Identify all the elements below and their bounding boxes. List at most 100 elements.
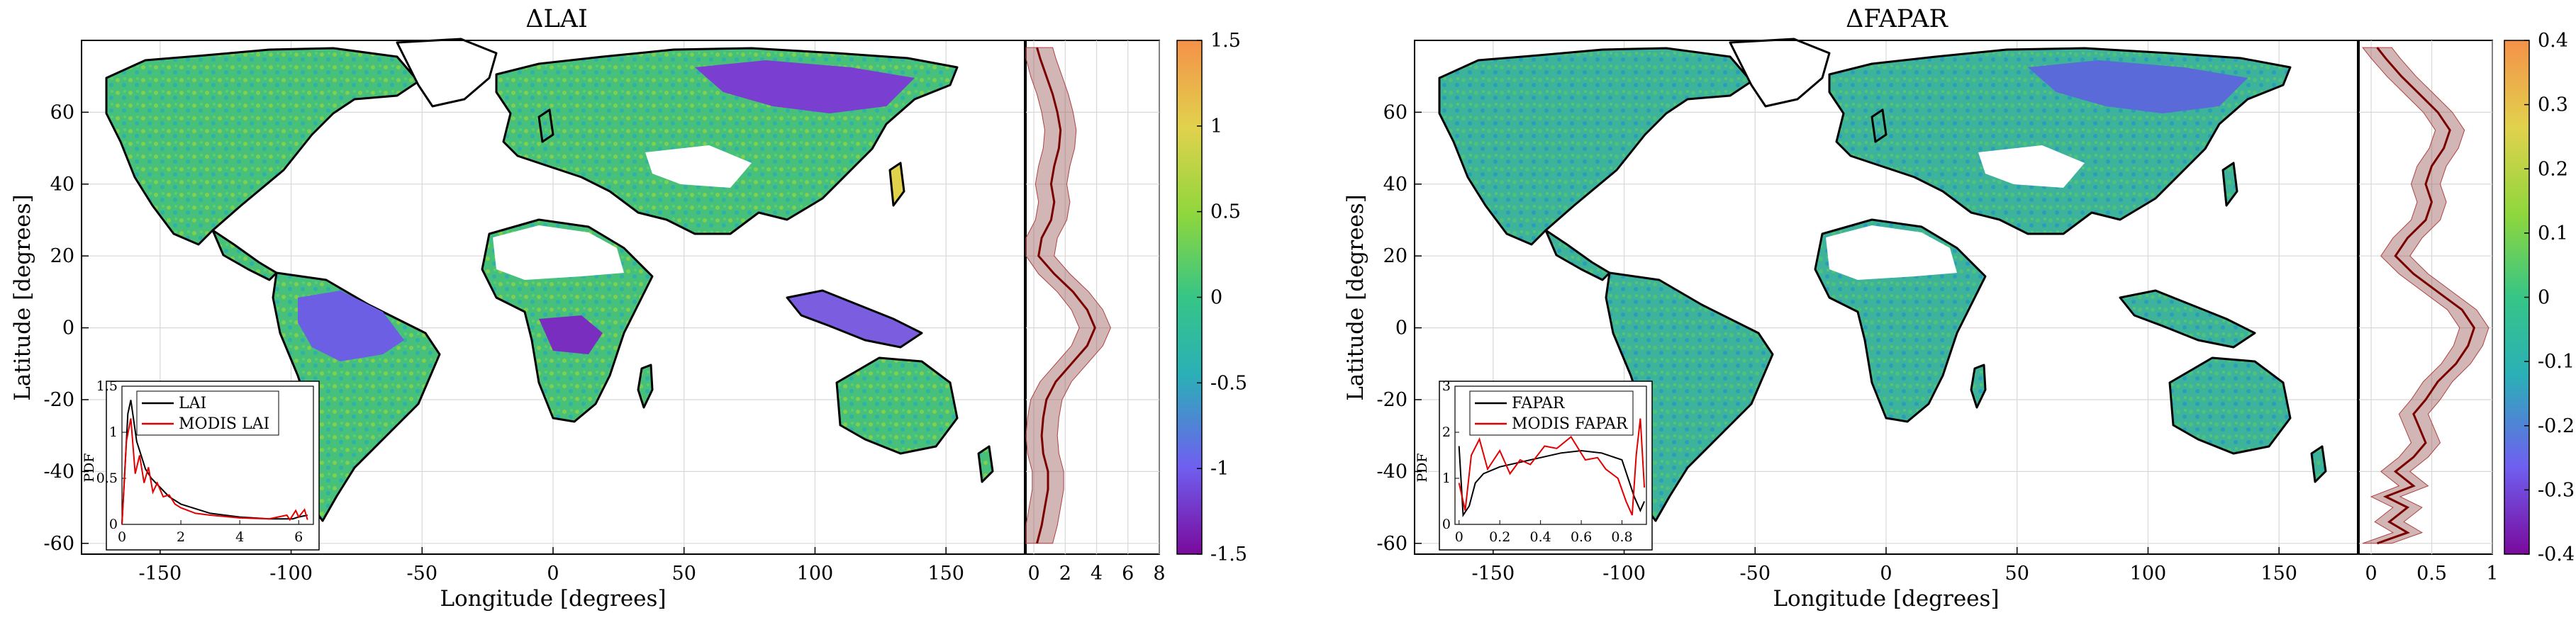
inset-x-tick-label: 2 [177, 529, 185, 545]
inset-y-tick-label: 0 [1442, 517, 1451, 532]
y-tick-label: 40 [1383, 174, 1407, 196]
y-tick-label: 40 [50, 174, 74, 196]
y-tick-label: 60 [50, 101, 74, 123]
colorbar-tick-label: -0.5 [1210, 372, 1247, 394]
colorbar-tick-label: -0.1 [2538, 351, 2575, 373]
fapar-land-layer [1438, 38, 2327, 522]
fapar-profile-frame [2358, 40, 2493, 555]
x-tick-label: -150 [1471, 563, 1515, 585]
lai-colorbar-ticks: -1.5 -1 -0.5 0 0.5 1 1.5 [1197, 30, 1247, 565]
x-tick-label: 0 [547, 563, 559, 585]
fapar-colorbar: -0.4 -0.3 -0.2 -0.1 0 0.1 0.2 0.3 0.4 [2504, 30, 2575, 565]
profile-tick-label: 4 [1091, 563, 1103, 585]
lai-profile-spread-band [1025, 47, 1111, 544]
fapar-land-japan [2221, 162, 2238, 207]
fapar-inset-pdf: 0 0.2 0.4 0.6 0.8 0 1 2 3 FAPAR MODIS FAPAR PDF [1415, 378, 1653, 551]
fapar-profile-grid [2359, 40, 2493, 554]
x-tick-label: -150 [138, 563, 182, 585]
fapar-land-sahara-gap [1826, 225, 1957, 280]
lai-land-siberia-decrease [695, 60, 915, 113]
inset-y-tick-label: 1.5 [96, 378, 118, 394]
fapar-land-australia [2168, 356, 2292, 455]
x-tick-label: 100 [797, 563, 834, 585]
inset-x-tick-label: 6 [294, 529, 303, 545]
fapar-land-south-america [1605, 271, 1774, 522]
fapar-inset-legend: FAPAR MODIS FAPAR [1469, 390, 1634, 436]
colorbar-tick-label: 0.3 [2538, 94, 2568, 116]
colorbar-tick-label: -0.4 [2538, 544, 2575, 565]
colorbar-tick-label: 1.5 [1210, 30, 1241, 52]
lai-land-greenland [396, 38, 498, 108]
y-tick-label: 0 [1395, 317, 1407, 339]
fapar-x-ticks: -150 -100 -50 0 50 100 150 [1471, 547, 2297, 585]
lai-inset-legend: LAI MODIS LAI [136, 390, 279, 436]
colorbar-tick-label: 1 [1210, 116, 1222, 137]
inset-series-line [1458, 418, 1646, 516]
lai-legend-label-lai: LAI [179, 395, 206, 412]
lai-land-sahara-gap [493, 225, 624, 280]
y-tick-label: -20 [1377, 389, 1407, 411]
profile-tick-label: 8 [1153, 563, 1165, 585]
lai-y-axis-label: Latitude [degrees] [10, 194, 35, 401]
fapar-legend-label-modis: MODIS FAPAR [1512, 415, 1629, 433]
colorbar-tick-label: -0.2 [2538, 415, 2575, 437]
profile-tick-label: 0 [2365, 563, 2377, 585]
lai-x-axis-label: Longitude [degrees] [440, 586, 666, 612]
colorbar-tick-label: -1.5 [1210, 544, 1247, 565]
x-tick-label: 150 [927, 563, 964, 585]
lai-profile-grid [1026, 40, 1160, 554]
colorbar-tick-label: 0 [2538, 287, 2550, 309]
lai-land-central-america [211, 229, 278, 281]
inset-x-tick-label: 0.2 [1489, 529, 1510, 545]
fapar-inset-series [1458, 418, 1646, 518]
colorbar-tick-label: -0.3 [2538, 479, 2575, 501]
fapar-legend-label-fapar: FAPAR [1512, 395, 1566, 412]
x-tick-label: 50 [2005, 563, 2029, 585]
inset-y-tick-label: 3 [1442, 378, 1451, 394]
lai-y-ticks: -60 -40 -20 0 20 40 60 [44, 101, 89, 555]
inset-axes-box [121, 385, 314, 525]
fapar-title: ΔFAPAR [1846, 5, 1948, 33]
y-tick-label: -40 [44, 461, 74, 483]
lai-inset-axes: 0 2 4 6 0 0.5 1 1.5 [96, 378, 314, 545]
lai-x-ticks: -150 -100 -50 0 50 100 150 [138, 547, 964, 585]
fapar-y-axis-label: Latitude [degrees] [1343, 194, 1368, 401]
profile-tick-label: 0 [1027, 563, 1039, 585]
lai-land-australia [835, 356, 959, 455]
x-tick-label: 150 [2260, 563, 2297, 585]
inset-y-tick-label: 1 [1442, 471, 1451, 486]
inset-axes-box [1454, 385, 1647, 525]
profile-tick-label: 6 [1122, 563, 1134, 585]
lai-land-congo-decrease [539, 315, 603, 354]
x-tick-label: 100 [2130, 563, 2167, 585]
colorbar-tick-label: 0.1 [2538, 223, 2568, 244]
profile-tick-label: 0.5 [2416, 563, 2447, 585]
fapar-profile-mean-line [2376, 47, 2476, 545]
lai-land-uk [537, 108, 554, 143]
fapar-land-greenland [1729, 38, 1831, 108]
lai-land-desert-gap [645, 145, 752, 188]
lai-land-madagascar [637, 364, 654, 409]
lai-land-japan [888, 162, 905, 207]
inset-y-tick-label: 0.5 [96, 471, 118, 486]
fapar-land-uk [1870, 108, 1888, 143]
lai-land-new-zealand [977, 445, 994, 483]
x-tick-label: 0 [1880, 563, 1892, 585]
inset-x-tick-label: 0.4 [1530, 529, 1551, 545]
lai-inset-y-label: PDF [82, 453, 97, 482]
inset-x-tick-label: 0.6 [1571, 529, 1592, 545]
lai-title: ΔLAI [525, 5, 588, 33]
fapar-land-desert-gap [1978, 145, 2085, 188]
x-tick-label: -100 [269, 563, 313, 585]
inset-x-tick-label: 0 [1455, 529, 1463, 545]
y-tick-label: -20 [44, 389, 74, 411]
lai-land-north-america [105, 47, 420, 246]
inset-y-tick-label: 1 [109, 424, 118, 440]
inset-y-tick-label: 2 [1442, 424, 1451, 440]
fapar-land-southeast-asia [2119, 289, 2256, 349]
colorbar-tick-label: -1 [1210, 458, 1229, 480]
lai-land-layer [105, 38, 994, 522]
